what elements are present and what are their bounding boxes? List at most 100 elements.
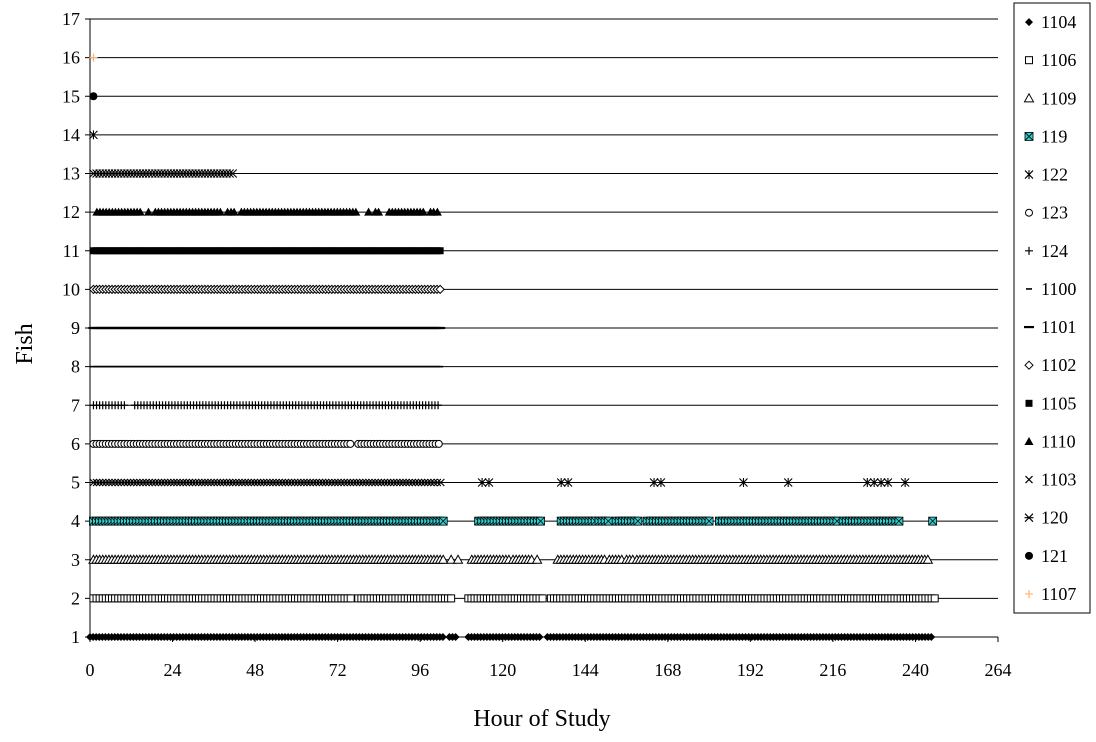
legend-label: 1101 (1041, 317, 1076, 337)
legend-label: 1110 (1041, 431, 1076, 451)
data-point (215, 207, 225, 216)
data-point (395, 478, 404, 487)
legend-marker (1025, 18, 1033, 27)
data-point (423, 478, 432, 487)
data-point (324, 478, 333, 487)
data-point (414, 478, 423, 487)
legend-entry: 123 (1025, 203, 1068, 223)
x-tick-label: 240 (902, 660, 929, 680)
data-point (154, 478, 163, 487)
data-point (346, 478, 355, 487)
data-point (862, 478, 872, 487)
legend-label: 124 (1041, 241, 1068, 261)
series-1107-y16 (89, 53, 98, 62)
legend-entry: 1103 (1025, 470, 1076, 490)
series-1105-y11 (89, 247, 444, 255)
x-tick-label: 48 (246, 660, 264, 680)
data-point (876, 478, 886, 487)
data-point (371, 478, 380, 487)
data-point (358, 478, 367, 487)
data-point (120, 401, 129, 410)
data-point (287, 478, 296, 487)
legend-label: 1107 (1041, 584, 1076, 604)
data-point (160, 478, 169, 487)
legend-marker (1025, 246, 1033, 255)
series-119-y4 (89, 516, 938, 526)
data-point (484, 478, 494, 487)
data-point (200, 478, 209, 487)
data-point (346, 439, 355, 448)
legend-marker (1024, 132, 1034, 141)
series-122-y14 (89, 130, 98, 140)
data-point (411, 478, 420, 487)
legend-marker (1025, 475, 1033, 484)
data-point (89, 53, 98, 62)
data-point (426, 478, 435, 487)
data-point (603, 516, 613, 526)
legend-entry: 1102 (1024, 355, 1076, 375)
data-point (151, 478, 160, 487)
data-point (383, 478, 392, 487)
data-point (435, 284, 445, 295)
data-point (300, 478, 308, 487)
legend-label: 121 (1041, 546, 1068, 566)
legend-label: 1103 (1041, 470, 1076, 490)
data-point (334, 478, 342, 487)
y-tick-label: 3 (71, 550, 80, 570)
data-point (365, 478, 373, 487)
data-point (163, 478, 172, 487)
y-tick-label: 4 (71, 511, 80, 531)
y-tick-label: 17 (62, 9, 80, 29)
legend-label: 1106 (1041, 50, 1076, 70)
data-point (111, 478, 120, 487)
legend-entry: 122 (1024, 165, 1068, 185)
y-tick-label: 6 (71, 434, 80, 454)
data-point (321, 478, 330, 487)
data-point (213, 478, 222, 487)
data-point (315, 478, 324, 487)
data-point (538, 594, 547, 603)
x-tick-label: 192 (737, 660, 764, 680)
y-tick-label: 7 (71, 395, 80, 415)
data-point (191, 478, 200, 487)
legend-box (1013, 2, 1091, 614)
x-tick-label: 96 (411, 660, 429, 680)
data-point (89, 130, 98, 140)
data-point (364, 207, 374, 216)
x-tick-label: 0 (86, 660, 95, 680)
data-point (432, 207, 442, 216)
data-point (89, 92, 98, 101)
data-point (374, 207, 384, 216)
x-tick-label: 144 (572, 660, 599, 680)
data-point (894, 516, 904, 526)
data-point (434, 401, 443, 410)
data-point (438, 516, 448, 526)
data-point (535, 633, 544, 641)
data-point (930, 594, 939, 603)
data-point (188, 478, 197, 487)
data-point (656, 478, 666, 487)
x-axis-label: Hour of Study (473, 706, 610, 732)
data-point (176, 478, 185, 487)
data-point (433, 478, 442, 487)
data-point (337, 478, 346, 487)
data-point (135, 207, 145, 216)
data-point (169, 478, 178, 487)
data-point (92, 478, 101, 487)
data-point (244, 478, 253, 487)
data-point (247, 478, 256, 487)
data-point (352, 478, 361, 487)
data-point (377, 478, 386, 487)
data-point (182, 478, 191, 487)
y-axis-label: Fish (12, 323, 38, 364)
data-point (143, 207, 153, 216)
data-point (327, 478, 336, 487)
data-point (222, 478, 231, 487)
data-point (438, 633, 447, 641)
series-1104-y1 (86, 633, 936, 641)
data-point (649, 478, 659, 487)
data-point (120, 478, 129, 487)
data-point (927, 633, 936, 641)
data-point (148, 478, 157, 487)
